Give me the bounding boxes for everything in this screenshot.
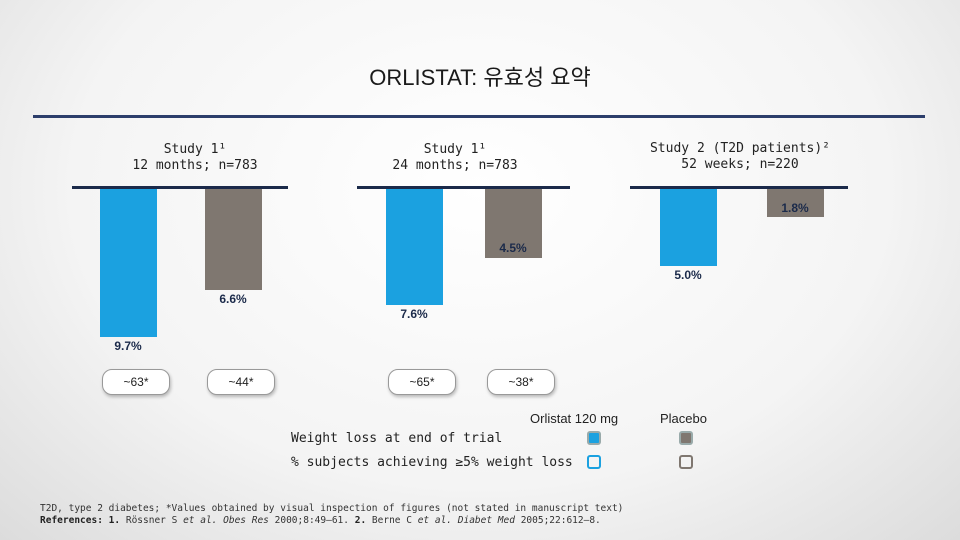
bar-placebo [205, 189, 262, 290]
chart-baseline [72, 186, 288, 189]
references: References: 1. Rössner S et al. Obes Res… [40, 515, 740, 527]
ref1-number: 1. [108, 515, 121, 526]
bar-orlistat [660, 189, 717, 266]
legend-orlistat-fill-swatch [587, 431, 601, 445]
responders-bubble: ~38* [487, 369, 555, 395]
bar-value-label: 5.0% [674, 267, 702, 282]
legend-row-responders: % subjects achieving ≥5% weight loss [291, 455, 573, 470]
chart-title: Study 2 (T2D patients)² [649, 141, 830, 156]
ref1-etal: et al. [183, 515, 218, 526]
ref2-journal: Diabet Med [457, 515, 515, 526]
responders-bubble: ~44* [207, 369, 275, 395]
bar-value-label: 9.7% [114, 339, 142, 354]
legend-row-weight-loss: Weight loss at end of trial [291, 431, 503, 446]
page-title: ORLISTAT: 유효성 요약 [369, 65, 591, 90]
bar-placebo [485, 189, 542, 258]
chart-subtitle: 12 months; n=783 [132, 158, 258, 173]
references-label: References: [40, 515, 103, 526]
footnote: T2D, type 2 diabetes; *Values obtained b… [40, 503, 740, 527]
ref1-citation: 2000;8:49–61. [274, 515, 349, 526]
legend-placebo-label: Placebo [660, 411, 707, 426]
chart-title: Study 1¹ [163, 142, 227, 157]
chart-subtitle: 24 months; n=783 [392, 158, 518, 173]
title-divider [33, 115, 925, 118]
legend-orlistat-label: Orlistat 120 mg [530, 411, 619, 426]
bar-value-label: 4.5% [499, 240, 527, 255]
bar-placebo [767, 189, 824, 217]
legend-orlistat-outline-swatch [587, 455, 601, 469]
bar-value-label: 1.8% [781, 200, 809, 215]
ref2-number: 2. [354, 515, 367, 526]
bar-orlistat [100, 189, 157, 338]
chart-title: Study 1¹ [423, 142, 487, 157]
bar-value-label: 7.6% [400, 307, 428, 322]
legend-placebo-fill-swatch [679, 431, 693, 445]
bar-value-label: 6.6% [219, 291, 247, 306]
ref2-author: Berne C [371, 515, 412, 526]
legend-placebo-outline-swatch [679, 455, 693, 469]
chart-baseline [357, 186, 570, 189]
footnote-line: T2D, type 2 diabetes; *Values obtained b… [40, 503, 624, 514]
ref1-journal: Obes Res [223, 515, 269, 526]
chart-subtitle: 52 weeks; n=220 [681, 157, 799, 172]
ref2-citation: 2005;22:612–8. [520, 515, 601, 526]
bar-orlistat [386, 189, 443, 306]
chart-baseline [630, 186, 848, 189]
ref2-etal: et al. [417, 515, 453, 526]
ref1-author: Rössner S [125, 515, 178, 526]
responders-bubble: ~63* [102, 369, 170, 395]
responders-bubble: ~65* [388, 369, 456, 395]
